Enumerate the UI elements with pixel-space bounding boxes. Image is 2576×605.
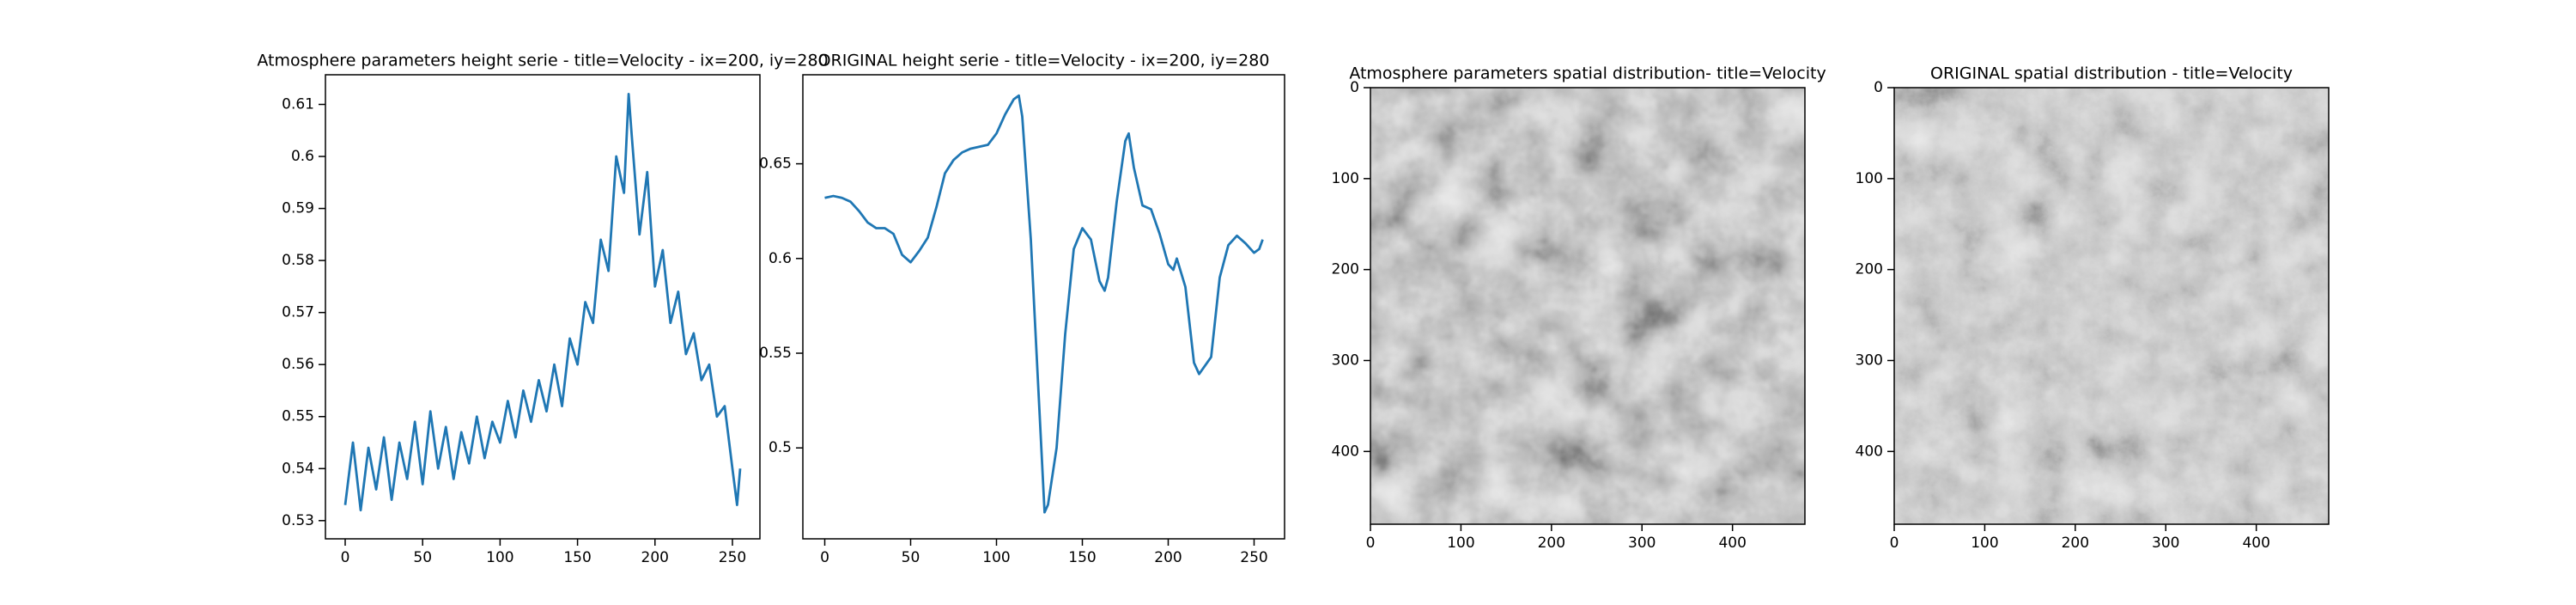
x-tick-label: 50 [902,549,920,566]
x-tick-label: 200 [1538,535,1565,552]
chart-title: Atmosphere parameters spatial distributi… [1349,64,1826,83]
y-tick-label: 300 [1856,352,1883,370]
x-tick-label: 100 [486,549,513,566]
image [1370,88,1805,524]
x-tick-label: 250 [719,549,746,566]
chart-title: ORIGINAL spatial distribution - title=Ve… [1930,64,2293,83]
y-tick-label: 0.55 [282,408,314,425]
y-tick-label: 0.55 [759,345,792,362]
y-tick-label: 200 [1332,261,1359,278]
y-tick-label: 0.54 [282,460,314,477]
x-tick-label: 100 [1447,535,1474,552]
axes-frame [802,74,1285,540]
x-tick-label: 0 [820,549,829,566]
y-tick-label: 300 [1332,352,1359,370]
line [824,94,1264,514]
y-tick-label: 0.59 [282,200,314,217]
y-tick-label: 0.5 [769,439,792,456]
y-tick-label: 0 [1350,79,1359,96]
y-tick-label: 0.57 [282,304,314,321]
x-tick-label: 0 [1366,535,1376,552]
x-tick-label: 400 [1718,535,1746,552]
y-tick-label: 0.6 [291,148,314,165]
axes-frame [325,74,761,540]
x-tick-label: 300 [2152,535,2179,552]
x-tick-label: 0 [1890,535,1899,552]
y-tick-label: 200 [1856,261,1883,278]
chart-title: ORIGINAL height serie - title=Velocity -… [818,52,1270,70]
axes-frame [1893,87,2330,525]
x-tick-label: 400 [2242,535,2269,552]
line [343,93,742,512]
x-tick-label: 50 [413,549,432,566]
axes-frame [1370,87,1806,525]
y-tick-label: 400 [1332,443,1359,460]
x-tick-label: 100 [982,549,1010,566]
image [1894,88,2329,524]
y-tick-label: 0.53 [282,512,314,529]
chart-title: Atmosphere parameters height serie - tit… [257,52,828,70]
x-tick-label: 100 [1971,535,1998,552]
x-tick-label: 250 [1240,549,1267,566]
y-tick-label: 0.61 [282,96,314,113]
x-tick-label: 200 [2062,535,2089,552]
y-tick-label: 0.65 [759,156,792,173]
x-tick-label: 150 [1068,549,1096,566]
y-tick-label: 400 [1856,443,1883,460]
x-tick-label: 150 [563,549,591,566]
x-tick-label: 0 [341,549,350,566]
y-tick-label: 100 [1856,170,1883,187]
y-tick-label: 0 [1874,79,1883,96]
y-tick-label: 100 [1332,170,1359,187]
y-tick-label: 0.56 [282,356,314,373]
y-tick-label: 0.6 [769,250,792,267]
x-tick-label: 300 [1628,535,1656,552]
x-tick-label: 200 [1154,549,1182,566]
y-tick-label: 0.58 [282,252,314,269]
x-tick-label: 200 [641,549,669,566]
